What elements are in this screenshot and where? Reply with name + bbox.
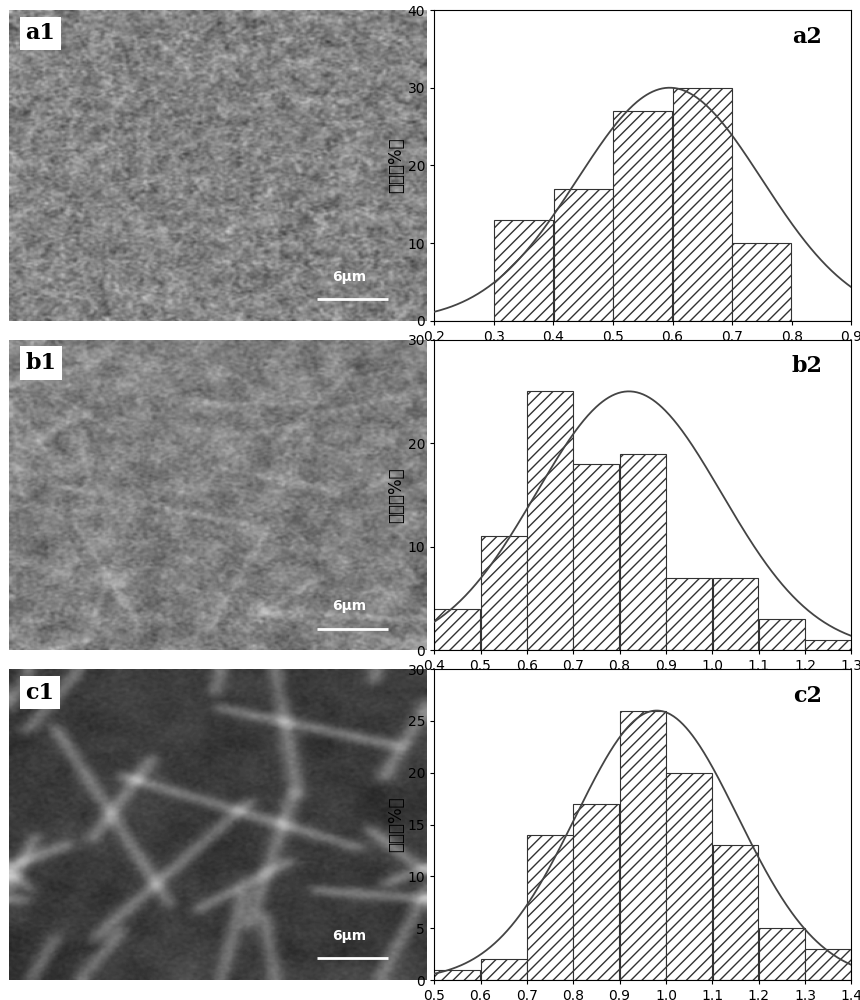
- Bar: [574, 464, 619, 650]
- Bar: [666, 773, 712, 980]
- Bar: [713, 845, 759, 980]
- Bar: [805, 949, 851, 980]
- Y-axis label: 频率（%）: 频率（%）: [387, 797, 405, 852]
- Bar: [620, 454, 666, 650]
- Text: c2: c2: [793, 685, 822, 707]
- Bar: [733, 243, 791, 321]
- Bar: [620, 711, 666, 980]
- Text: 6μm: 6μm: [332, 270, 366, 284]
- Text: b1: b1: [25, 352, 56, 374]
- Text: b2: b2: [791, 355, 822, 377]
- Bar: [434, 609, 480, 650]
- Bar: [481, 959, 526, 980]
- Bar: [613, 111, 673, 321]
- Bar: [554, 189, 612, 321]
- Text: c1: c1: [25, 682, 54, 704]
- Bar: [713, 578, 759, 650]
- Bar: [666, 578, 712, 650]
- Text: 6μm: 6μm: [332, 599, 366, 613]
- Bar: [494, 220, 553, 321]
- Bar: [574, 804, 619, 980]
- Bar: [673, 88, 732, 321]
- Bar: [759, 619, 805, 650]
- X-axis label: 直径（μm）: 直径（μm）: [610, 347, 676, 365]
- Text: a1: a1: [25, 22, 55, 44]
- Text: a2: a2: [792, 26, 822, 48]
- Bar: [805, 640, 851, 650]
- Bar: [759, 928, 805, 980]
- Bar: [527, 391, 573, 650]
- Y-axis label: 频率（%）: 频率（%）: [387, 467, 405, 523]
- Bar: [481, 536, 526, 650]
- Text: 6μm: 6μm: [332, 929, 366, 943]
- Y-axis label: 频率（%）: 频率（%）: [387, 138, 405, 193]
- Bar: [434, 970, 480, 980]
- X-axis label: 直径（μm）: 直径（μm）: [610, 676, 676, 694]
- Bar: [527, 835, 573, 980]
